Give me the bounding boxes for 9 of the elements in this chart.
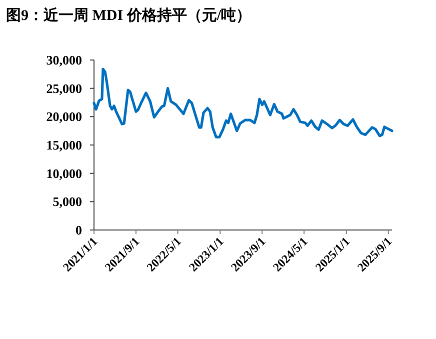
chart-title: 图9：近一周 MDI 价格持平（元/吨） [6, 7, 251, 24]
y-tick-label: 20,000 [46, 109, 82, 124]
y-tick-label: 5,000 [52, 194, 82, 210]
y-tick-label: 30,000 [46, 52, 82, 68]
line-series [92, 68, 394, 138]
y-tick-label: 0 [76, 222, 82, 238]
y-tick-label: 25,000 [46, 80, 82, 96]
y-tick-label: 15,000 [46, 138, 82, 152]
y-tick-label: 10,000 [46, 166, 82, 181]
